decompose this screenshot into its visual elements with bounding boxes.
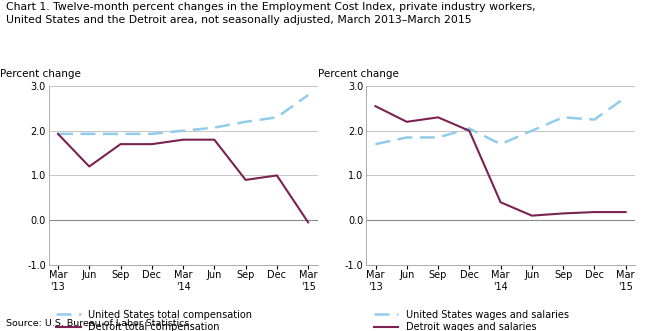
Detroit total compensation: [211, 138, 218, 142]
United States total compensation: [211, 126, 218, 130]
Text: Percent change: Percent change: [0, 69, 81, 79]
Detroit wages and salaries: [465, 129, 473, 133]
Text: Chart 1. Twelve-month percent changes in the Employment Cost Index, private indu: Chart 1. Twelve-month percent changes in…: [6, 2, 536, 12]
United States wages and salaries: [590, 118, 598, 121]
Detroit total compensation: [54, 132, 62, 136]
United States wages and salaries: [403, 135, 411, 139]
Text: Percent change: Percent change: [318, 69, 399, 79]
Line: Detroit wages and salaries: Detroit wages and salaries: [375, 106, 626, 216]
Detroit total compensation: [305, 220, 312, 224]
United States total compensation: [117, 132, 124, 136]
United States total compensation: [179, 129, 187, 133]
United States wages and salaries: [622, 95, 630, 99]
Detroit wages and salaries: [371, 104, 379, 108]
Detroit total compensation: [86, 165, 93, 168]
Detroit total compensation: [242, 178, 249, 182]
United States total compensation: [148, 132, 156, 136]
Line: United States total compensation: United States total compensation: [58, 95, 308, 134]
Detroit wages and salaries: [622, 210, 630, 214]
Legend: United States total compensation, Detroit total compensation: United States total compensation, Detroi…: [54, 307, 255, 331]
Detroit wages and salaries: [496, 200, 504, 204]
United States wages and salaries: [496, 142, 504, 146]
Legend: United States wages and salaries, Detroit wages and salaries: United States wages and salaries, Detroi…: [371, 307, 572, 331]
United States wages and salaries: [371, 142, 379, 146]
United States total compensation: [305, 93, 312, 97]
United States wages and salaries: [434, 135, 442, 139]
Detroit total compensation: [148, 142, 156, 146]
Text: Source: U.S. Bureau of Labor Statistics.: Source: U.S. Bureau of Labor Statistics.: [6, 319, 193, 328]
Detroit wages and salaries: [403, 120, 411, 124]
United States total compensation: [242, 120, 249, 124]
Detroit total compensation: [179, 138, 187, 142]
Detroit total compensation: [273, 173, 281, 177]
Text: United States and the Detroit area, not seasonally adjusted, March 2013–March 20: United States and the Detroit area, not …: [6, 15, 472, 25]
Detroit wages and salaries: [559, 212, 567, 215]
Line: United States wages and salaries: United States wages and salaries: [375, 97, 626, 144]
United States total compensation: [273, 115, 281, 119]
Line: Detroit total compensation: Detroit total compensation: [58, 134, 308, 222]
Detroit wages and salaries: [528, 214, 536, 218]
Detroit total compensation: [117, 142, 124, 146]
United States wages and salaries: [559, 115, 567, 119]
United States wages and salaries: [465, 126, 473, 130]
United States total compensation: [86, 132, 93, 136]
Detroit wages and salaries: [434, 115, 442, 119]
United States total compensation: [54, 132, 62, 136]
Detroit wages and salaries: [590, 210, 598, 214]
United States wages and salaries: [528, 129, 536, 133]
